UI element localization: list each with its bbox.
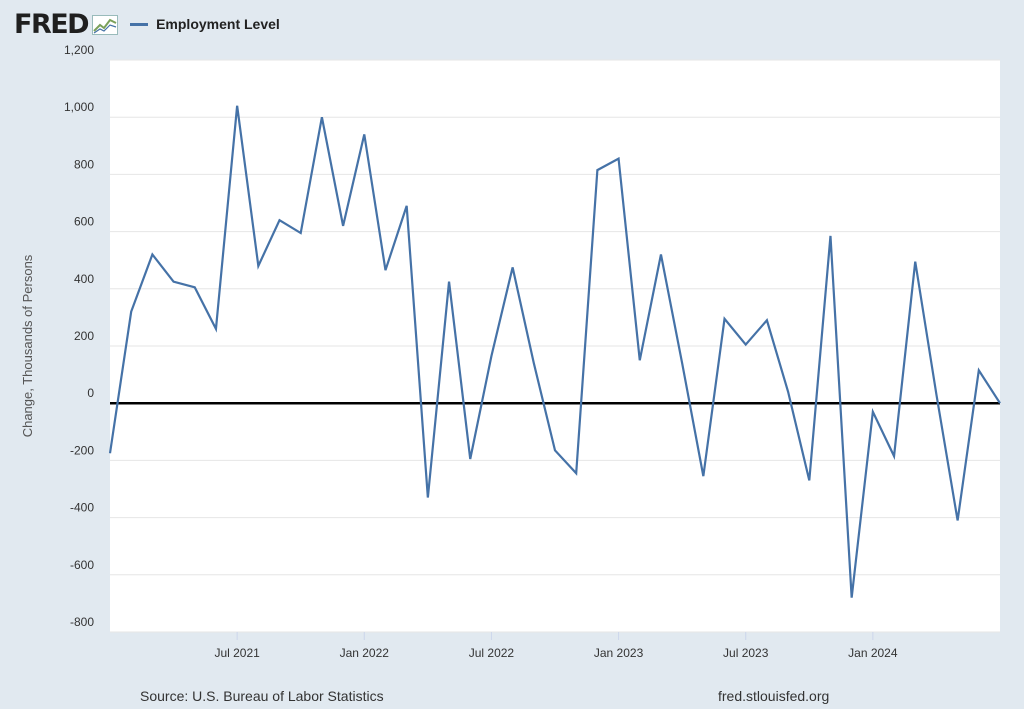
- y-tick-label: 400: [74, 272, 94, 286]
- x-tick-label: Jan 2022: [340, 646, 390, 660]
- data-point[interactable]: [276, 216, 284, 224]
- data-point[interactable]: [742, 341, 750, 349]
- data-point[interactable]: [848, 594, 856, 602]
- data-point[interactable]: [297, 229, 305, 237]
- y-tick-label: 800: [74, 157, 94, 171]
- x-tick-label: Jan 2024: [848, 646, 898, 660]
- data-point[interactable]: [890, 452, 898, 460]
- data-point[interactable]: [445, 278, 453, 286]
- data-point[interactable]: [826, 232, 834, 240]
- data-point[interactable]: [615, 155, 623, 163]
- y-tick-label: 1,000: [64, 100, 94, 114]
- y-tick-label: -400: [70, 501, 94, 515]
- data-point[interactable]: [805, 476, 813, 484]
- y-tick-label: -600: [70, 558, 94, 572]
- data-point[interactable]: [784, 388, 792, 396]
- gridlines: [110, 59, 1000, 633]
- x-tick-label: Jul 2023: [723, 646, 769, 660]
- chart-header: FRED Employment Level: [14, 8, 280, 40]
- data-point[interactable]: [530, 359, 538, 367]
- y-tick-label: -800: [70, 615, 94, 629]
- data-point[interactable]: [254, 262, 262, 270]
- data-point[interactable]: [148, 250, 156, 258]
- y-tick-label: 200: [74, 329, 94, 343]
- data-point[interactable]: [212, 325, 220, 333]
- data-point[interactable]: [593, 166, 601, 174]
- data-point[interactable]: [721, 315, 729, 323]
- data-point[interactable]: [551, 446, 559, 454]
- x-axis-ticks: Jul 2021 Jan 2022 Jul 2022 Jan 2023 Jul 2023…: [214, 632, 898, 660]
- data-point[interactable]: [636, 356, 644, 364]
- data-point[interactable]: [869, 408, 877, 416]
- data-point[interactable]: [678, 359, 686, 367]
- data-point[interactable]: [127, 308, 135, 316]
- fred-chart-icon: [92, 15, 119, 35]
- series-line-employment-level: [108, 105, 1001, 598]
- y-axis-label: Change, Thousands of Persons: [20, 254, 35, 437]
- data-point[interactable]: [170, 278, 178, 286]
- data-point[interactable]: [932, 391, 940, 399]
- y-axis-ticks: 1,200 1,000 800 600 400 200 0 -200 -400 -600 -800: [64, 43, 94, 629]
- y-tick-label: 0: [87, 386, 94, 400]
- data-point[interactable]: [996, 399, 1004, 407]
- data-point[interactable]: [318, 113, 326, 121]
- data-point[interactable]: [657, 250, 665, 258]
- data-point[interactable]: [509, 263, 517, 271]
- data-point[interactable]: [191, 283, 199, 291]
- legend-swatch: [130, 22, 149, 26]
- data-point[interactable]: [572, 469, 580, 477]
- x-tick-label: Jul 2021: [214, 646, 260, 660]
- data-point[interactable]: [106, 449, 114, 457]
- fred-logo[interactable]: FRED: [14, 8, 90, 40]
- x-tick-label: Jul 2022: [469, 646, 515, 660]
- x-tick-label: Jan 2023: [594, 646, 644, 660]
- data-point[interactable]: [487, 352, 495, 360]
- data-point[interactable]: [954, 516, 962, 524]
- y-tick-label: 600: [74, 215, 94, 229]
- data-point[interactable]: [763, 316, 771, 324]
- data-point[interactable]: [339, 222, 347, 230]
- data-point[interactable]: [911, 258, 919, 266]
- site-link[interactable]: fred.stlouisfed.org: [718, 688, 830, 704]
- data-point[interactable]: [381, 266, 389, 274]
- data-point[interactable]: [975, 366, 983, 374]
- data-point[interactable]: [403, 202, 411, 210]
- data-point[interactable]: [699, 472, 707, 480]
- y-tick-label: 1,200: [64, 43, 94, 57]
- y-tick-label: -200: [70, 443, 94, 457]
- legend-label: Employment Level: [156, 16, 280, 32]
- data-point[interactable]: [466, 455, 474, 463]
- data-point[interactable]: [360, 130, 368, 138]
- source-note: Source: U.S. Bureau of Labor Statistics: [140, 688, 384, 704]
- data-point[interactable]: [424, 494, 432, 502]
- data-point[interactable]: [233, 102, 241, 110]
- legend[interactable]: Employment Level: [130, 16, 280, 32]
